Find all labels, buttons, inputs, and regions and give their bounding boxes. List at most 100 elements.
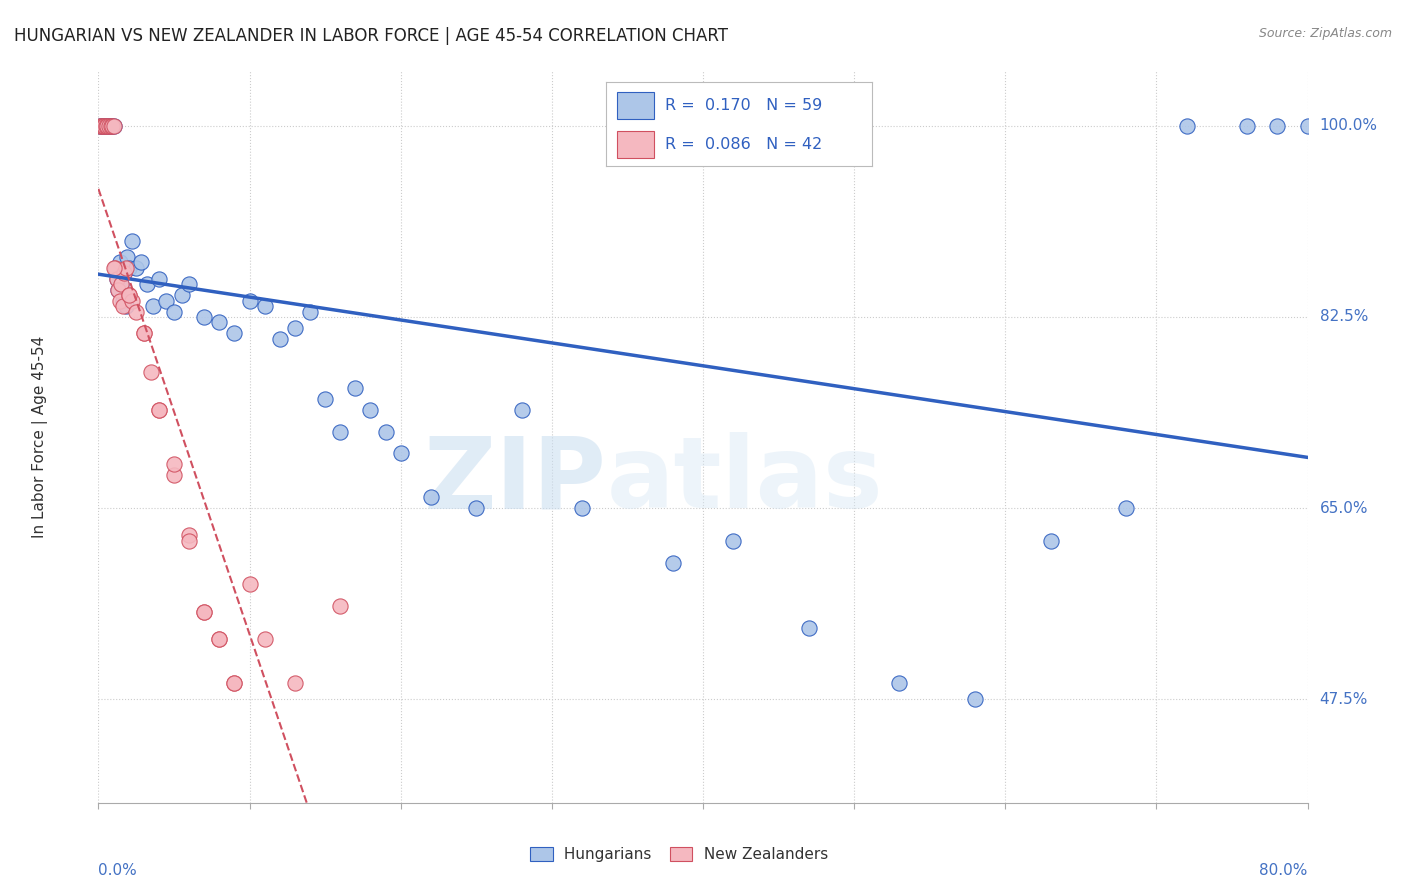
Point xyxy=(284,675,307,690)
Point xyxy=(114,299,136,313)
Point xyxy=(118,288,141,302)
Point xyxy=(224,675,246,690)
Point xyxy=(104,260,127,275)
Point xyxy=(98,119,121,133)
Point xyxy=(132,326,155,341)
Point xyxy=(105,272,128,286)
Point xyxy=(115,250,138,264)
Point xyxy=(1039,533,1062,548)
Point xyxy=(269,332,291,346)
Point xyxy=(129,255,152,269)
Point xyxy=(89,119,111,133)
Point xyxy=(142,299,165,313)
Point xyxy=(91,119,114,133)
Point xyxy=(163,458,186,472)
Point xyxy=(374,425,396,439)
Point xyxy=(170,288,193,302)
Point xyxy=(1175,119,1198,133)
Point xyxy=(101,119,124,133)
Text: 80.0%: 80.0% xyxy=(1260,863,1308,878)
Point xyxy=(329,599,352,614)
Point xyxy=(208,315,231,329)
Point xyxy=(110,277,132,292)
Point xyxy=(420,490,443,504)
Point xyxy=(1267,119,1289,133)
Point xyxy=(135,277,157,292)
Text: 100.0%: 100.0% xyxy=(1320,119,1378,134)
Point xyxy=(163,304,186,318)
Point xyxy=(107,283,129,297)
Point xyxy=(125,260,148,275)
Point xyxy=(360,402,382,417)
Point xyxy=(93,119,115,133)
Point xyxy=(96,119,118,133)
Point xyxy=(121,234,143,248)
Point xyxy=(224,326,246,341)
Point xyxy=(179,528,201,542)
Point xyxy=(193,605,215,619)
Legend:  Hungarians,  New Zealanders: Hungarians, New Zealanders xyxy=(523,841,834,868)
Point xyxy=(110,277,132,292)
Point xyxy=(114,260,136,275)
Point xyxy=(112,266,135,280)
Point xyxy=(111,299,134,313)
Point xyxy=(121,293,143,308)
Point xyxy=(389,446,412,460)
Text: HUNGARIAN VS NEW ZEALANDER IN LABOR FORCE | AGE 45-54 CORRELATION CHART: HUNGARIAN VS NEW ZEALANDER IN LABOR FORC… xyxy=(14,27,728,45)
Point xyxy=(90,119,112,133)
Point xyxy=(208,632,231,646)
Point xyxy=(103,260,125,275)
Text: 65.0%: 65.0% xyxy=(1320,500,1368,516)
Point xyxy=(104,260,127,275)
Point xyxy=(571,501,593,516)
Point xyxy=(100,119,122,133)
Point xyxy=(155,293,177,308)
Point xyxy=(163,468,186,483)
Point xyxy=(193,605,215,619)
Point xyxy=(179,277,201,292)
Point xyxy=(284,321,307,335)
Point xyxy=(510,402,533,417)
Point xyxy=(329,425,352,439)
Point xyxy=(344,381,367,395)
Point xyxy=(141,365,163,379)
Point xyxy=(101,119,124,133)
Point xyxy=(797,621,820,635)
Point xyxy=(148,402,170,417)
Point xyxy=(108,255,131,269)
Point xyxy=(94,119,117,133)
Point xyxy=(1236,119,1258,133)
Text: 82.5%: 82.5% xyxy=(1320,310,1368,325)
Point xyxy=(193,310,215,324)
Point xyxy=(723,533,745,548)
Point xyxy=(965,692,987,706)
Point xyxy=(93,119,115,133)
Point xyxy=(118,288,141,302)
Point xyxy=(90,119,112,133)
Point xyxy=(103,119,125,133)
Point xyxy=(108,293,131,308)
Point xyxy=(96,119,118,133)
Point xyxy=(112,266,135,280)
Point xyxy=(179,533,201,548)
Point xyxy=(239,293,262,308)
Point xyxy=(253,632,276,646)
Text: 0.0%: 0.0% xyxy=(98,863,138,878)
Point xyxy=(1296,119,1319,133)
Point xyxy=(253,299,276,313)
Point xyxy=(239,577,262,591)
Point xyxy=(125,304,148,318)
Point xyxy=(299,304,322,318)
Point xyxy=(103,119,125,133)
Point xyxy=(314,392,336,406)
Point xyxy=(89,119,111,133)
Point xyxy=(889,675,911,690)
Point xyxy=(661,556,683,570)
Point xyxy=(132,326,155,341)
Point xyxy=(224,675,246,690)
Point xyxy=(107,283,129,297)
Text: ZIP: ZIP xyxy=(423,433,606,530)
Point xyxy=(94,119,117,133)
Point xyxy=(148,402,170,417)
Text: 47.5%: 47.5% xyxy=(1320,691,1368,706)
